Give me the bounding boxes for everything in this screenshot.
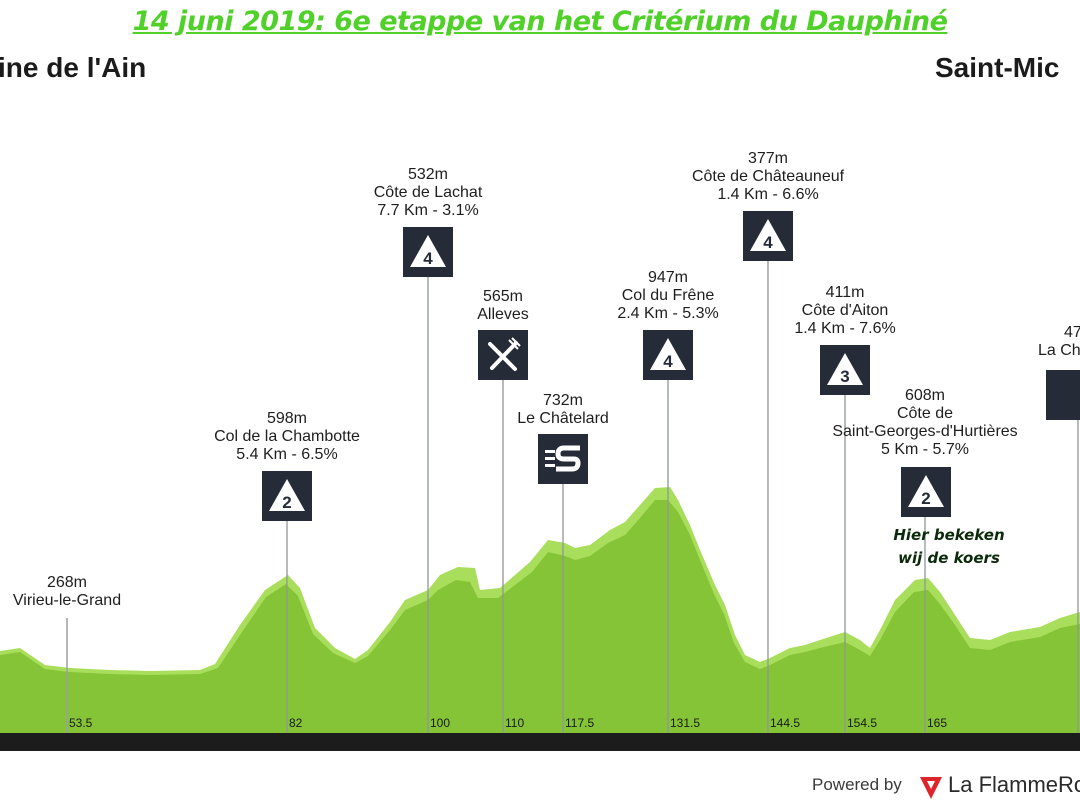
altitude: 475 [1064,324,1080,341]
cat-4-icon: 4 [403,227,453,277]
badge-number: 3 [840,367,849,386]
place-name: La Cha [1038,342,1080,359]
landmark-aiton: 411m Côte d'Aiton 1.4 Km - 7.6% [794,284,895,338]
altitude: 598m [266,410,308,427]
brand-name: La FlammeRou [948,772,1080,797]
badge-number: 2 [921,489,930,508]
altitude: 947m [647,269,689,286]
landmark-virieu: 268m Virieu-le-Grand [13,574,121,610]
landmark-lachat: 532m Côte de Lachat 7.7 Km - 3.1% [374,166,483,220]
climb-detail: 5.4 Km - 6.5% [236,446,338,463]
climb-detail: 2.4 Km - 5.3% [617,305,719,322]
altitude: 268m [46,574,88,591]
landmark-chateauneuf: 377m Côte de Châteauneuf 1.4 Km - 6.6% [692,150,844,204]
powered-by-label: Powered by [812,775,902,794]
km-label-chambotte: 82 [289,716,303,730]
climb-detail: 1.4 Km - 7.6% [794,320,896,337]
footer: Powered by La FlammeRou [812,772,1080,799]
cat-2-icon: 2 [262,471,312,521]
finish-town: Saint-Mic [935,52,1060,83]
km-label-lachat: 100 [430,716,450,730]
flame-logo-icon [920,777,942,799]
place-name: Alleves [477,306,529,323]
climb-detail: 5 Km - 5.7% [880,441,970,458]
cat-2-icon: 2 [901,467,951,517]
place-name: Côte de [896,405,954,422]
place-name: Col de la Chambotte [214,428,360,445]
altitude: 608m [904,387,946,404]
cat-4-icon: 4 [643,330,693,380]
profile-fill [0,500,1080,735]
altitude: 732m [542,392,584,409]
place-name-2: Saint-Georges-d'Hurtières [832,423,1018,440]
landmark-chambotte: 598m Col de la Chambotte 5.4 Km - 6.5% [214,410,360,464]
sprint-icon [538,434,588,484]
stage-title: 14 juni 2019: 6e etappe van het Critériu… [132,6,948,37]
distance-base-band [0,733,1080,751]
feed-zone-icon [478,330,528,380]
climb-detail: 1.4 Km - 6.6% [717,186,819,203]
km-label-frene: 131.5 [670,716,700,730]
altitude: 565m [482,288,524,305]
km-label-alleves: 110 [505,716,524,730]
place-name: Col du Frêne [621,287,715,304]
km-label-chatelard: 117.5 [565,716,594,730]
km-label-virieu: 53.5 [69,716,93,730]
place-name: Virieu-le-Grand [12,592,122,609]
cat-3-icon: 3 [820,345,870,395]
km-label-aiton: 154.5 [847,716,877,730]
landmark-frene: 947m Col du Frêne 2.4 Km - 5.3% [617,269,718,323]
place-name: Côte d'Aiton [801,302,889,319]
note-line-2: wij de koers [898,549,1000,567]
place-name: Côte de Châteauneuf [691,168,845,185]
cat-4-icon: 4 [743,211,793,261]
landmark-alleves: 565m Alleves [477,288,529,324]
climb-detail: 7.7 Km - 3.1% [377,202,479,219]
km-label-chateauneuf: 144.5 [770,716,800,730]
start-town: ine de l'Ain [0,52,147,83]
climb-badge-icon [1046,370,1080,420]
altitude: 532m [407,166,449,183]
annotation-note: Hier bekeken wij de koers [893,524,1004,570]
place-name: Côte de Lachat [373,184,483,201]
note-line-1: Hier bekeken [893,526,1005,544]
km-label-hurtieres: 165 [927,716,947,730]
badge-number: 4 [423,249,433,268]
landmark-hurtieres: 608m Côte de Saint-Georges-d'Hurtières 5… [832,387,1017,459]
altitude: 411m [825,284,865,301]
badge-number: 4 [663,352,673,371]
badge-number: 4 [763,233,773,252]
landmark-chatelard: 732m Le Châtelard [517,392,609,428]
badge-number: 2 [282,493,291,512]
altitude: 377m [747,150,789,167]
place-name: Le Châtelard [517,410,609,427]
landmark-lachambre: 475 La Cha [1038,324,1080,360]
